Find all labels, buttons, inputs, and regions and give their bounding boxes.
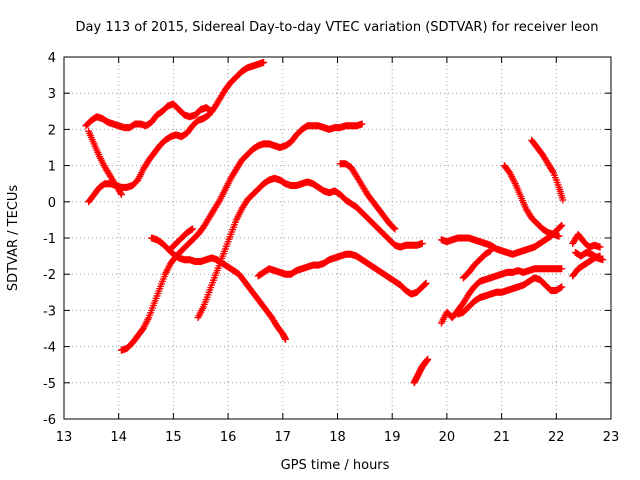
series-track-1: [82, 100, 216, 132]
series-track-13: [459, 247, 495, 282]
series-track-15: [500, 162, 563, 240]
data-point: [558, 283, 566, 291]
data-point: [260, 58, 268, 66]
data-point: [117, 189, 125, 197]
y-axis: -6 -5 -4 -3 -2 -1 0 1 2 3 4: [43, 51, 611, 428]
y-tick-label: -6: [43, 413, 56, 428]
data-point: [390, 224, 398, 232]
y-tick-label: -1: [43, 232, 56, 247]
data-point: [418, 239, 426, 247]
data-point: [422, 279, 430, 287]
y-tick-label: -5: [43, 377, 56, 392]
x-tick-label: 22: [548, 430, 565, 445]
data-point: [391, 225, 399, 233]
series-track-7: [167, 225, 197, 253]
data-point: [557, 222, 565, 230]
y-tick-label: 2: [48, 123, 56, 138]
data-point: [596, 243, 604, 251]
y-axis-label: SDTVAR / TECUs: [6, 185, 21, 292]
data-point: [424, 355, 432, 363]
series-track-10: [410, 355, 432, 387]
data-point: [117, 191, 125, 199]
series-track-19: [571, 248, 607, 264]
x-axis-label: GPS time / hours: [281, 458, 390, 473]
series-track-4: [117, 120, 366, 354]
series-track-11: [437, 221, 566, 258]
series-track-5: [148, 234, 290, 343]
y-tick-label: 0: [48, 196, 56, 211]
data-point: [189, 225, 197, 233]
x-tick-label: 20: [439, 430, 456, 445]
series-track-6: [194, 174, 426, 322]
data-point: [555, 232, 563, 240]
x-tick-label: 19: [384, 430, 401, 445]
data-point: [487, 247, 495, 255]
x-tick-label: 21: [493, 430, 510, 445]
series-track-16: [528, 136, 567, 204]
y-tick-label: -2: [43, 268, 56, 283]
x-tick-label: 14: [110, 430, 127, 445]
chart-title: Day 113 of 2015, Sidereal Day-to-day VTE…: [76, 20, 599, 35]
y-tick-label: 1: [48, 160, 56, 175]
data-point: [358, 120, 366, 128]
x-tick-label: 17: [275, 430, 292, 445]
series-track-3: [85, 127, 125, 199]
data-point: [282, 335, 290, 343]
series-track-14: [454, 274, 566, 318]
series-track-8: [254, 250, 430, 298]
series-track-9: [336, 160, 399, 233]
data-point: [599, 256, 607, 264]
x-axis: 13 14 15 16 17 18 19 20 21 22 23: [56, 57, 620, 445]
x-tick-label: 16: [220, 430, 237, 445]
x-tick-label: 18: [329, 430, 346, 445]
data-point: [559, 196, 567, 204]
y-tick-label: -4: [43, 341, 56, 356]
y-tick-label: 4: [48, 51, 56, 66]
x-tick-label: 15: [165, 430, 182, 445]
y-tick-label: -3: [43, 304, 56, 319]
data-marks: [82, 58, 607, 387]
y-tick-label: 3: [48, 87, 56, 102]
data-point: [558, 221, 566, 229]
series-track-17: [569, 230, 604, 251]
x-tick-label: 13: [56, 430, 73, 445]
data-point: [558, 265, 566, 273]
data-point: [549, 167, 557, 175]
x-tick-label: 23: [603, 430, 620, 445]
